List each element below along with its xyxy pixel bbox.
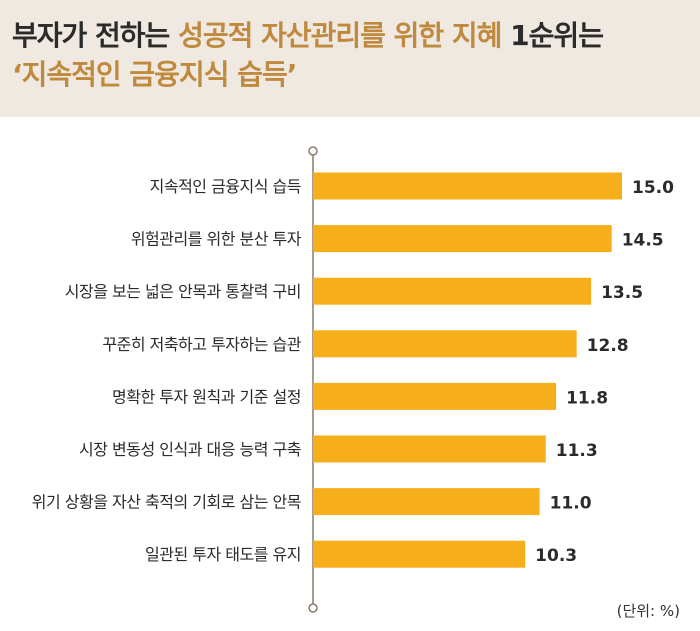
- bar: [313, 330, 577, 358]
- bar: [313, 540, 526, 568]
- category-label: 명확한 투자 원칙과 기준 설정: [112, 387, 301, 406]
- bar: [313, 277, 592, 305]
- bar: [313, 172, 622, 200]
- title-line-1: 부자가 전하는 성공적 자산관리를 위한 지혜 1순위는: [12, 14, 604, 54]
- category-label: 지속적인 금융지식 습득: [150, 177, 301, 196]
- data-label: 11.8: [566, 388, 608, 408]
- category-label: 일관된 투자 태도를 유지: [145, 545, 301, 564]
- data-label: 12.8: [587, 336, 629, 356]
- title-text: 부자가 전하는: [12, 19, 179, 52]
- data-label: 11.0: [550, 494, 592, 514]
- data-label: 10.3: [535, 546, 577, 566]
- category-label: 시장을 보는 넓은 안목과 통찰력 구비: [65, 282, 301, 301]
- data-label: 15.0: [632, 178, 674, 198]
- title-accent: 성공적 자산관리를 위한 지혜: [178, 19, 502, 52]
- bar: [313, 225, 612, 253]
- data-label: 11.3: [556, 441, 598, 461]
- header-banner: 부자가 전하는 성공적 자산관리를 위한 지혜 1순위는 ‘지속적인 금융지식 …: [0, 0, 700, 117]
- unit-label: (단위: %): [616, 602, 680, 620]
- data-label: 14.5: [622, 231, 664, 251]
- axis-end-marker: [308, 603, 318, 613]
- axis-end-marker: [308, 146, 318, 156]
- bar: [313, 382, 557, 410]
- bar-chart: 지속적인 금융지식 습득 15.0 위험관리를 위한 분산 투자 14.5 시장을 보는…: [32, 146, 674, 613]
- category-label: 꾸준히 저축하고 투자하는 습관: [102, 335, 301, 354]
- bar: [313, 435, 546, 463]
- title-accent: ‘지속적인 금융지식 습득’: [12, 58, 297, 91]
- title-text: 1순위는: [501, 19, 604, 52]
- data-label: 13.5: [601, 283, 643, 303]
- category-label: 위기 상황을 자산 축적의 기회로 삼는 안목: [32, 493, 301, 512]
- bar: [313, 488, 540, 516]
- category-label: 위험관리를 위한 분산 투자: [131, 230, 302, 249]
- category-label: 시장 변동성 인식과 대응 능력 구축: [79, 440, 301, 459]
- title-line-2: ‘지속적인 금융지식 습득’: [12, 53, 297, 93]
